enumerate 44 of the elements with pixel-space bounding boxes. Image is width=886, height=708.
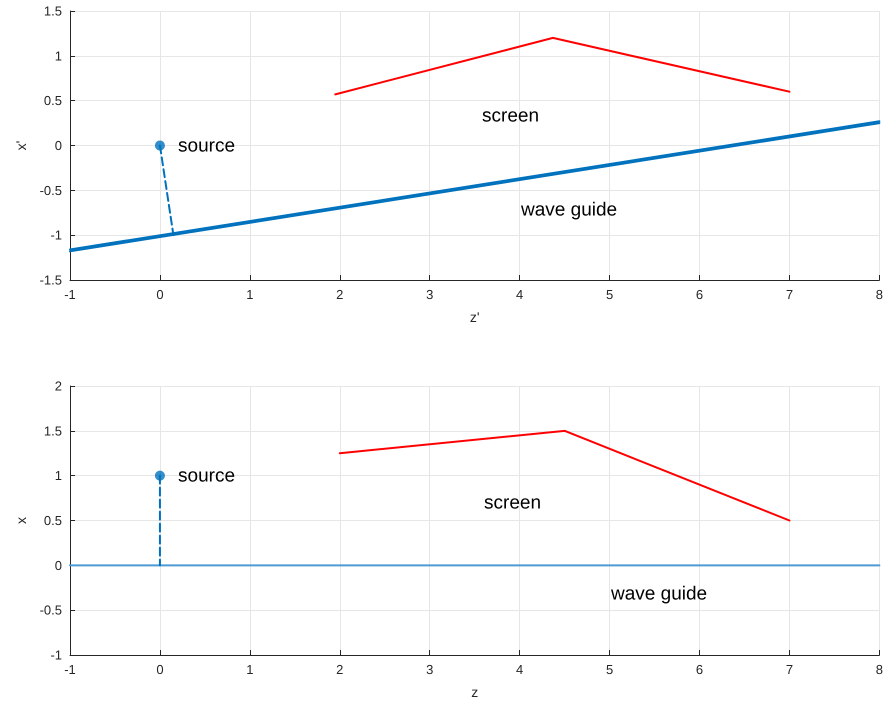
x-tick-label: 2 — [336, 662, 344, 677]
x-tick-label: 5 — [606, 287, 614, 302]
y-tick-label: 0 — [54, 558, 62, 573]
y-tick-label: 1.5 — [44, 4, 62, 18]
y-axis-title: x — [13, 517, 29, 524]
annotation: source — [178, 466, 236, 486]
x-tick-label: 1 — [246, 662, 254, 677]
x-tick-label: 2 — [336, 287, 344, 302]
annotation: screen — [484, 492, 542, 514]
x-tick-label: 8 — [876, 662, 883, 677]
x-tick-label: 7 — [786, 287, 794, 302]
annotation: wave guide — [610, 584, 708, 604]
y-tick-label: 2 — [54, 378, 62, 394]
y-tick-label: -1 — [50, 228, 62, 243]
y-tick-label: 1 — [54, 48, 62, 64]
x-tick-label: 0 — [156, 662, 164, 677]
y-tick-label: -0.5 — [40, 182, 62, 198]
x-tick-label: 6 — [696, 662, 704, 677]
annotation: screen — [482, 106, 540, 126]
y-tick-label: 1.5 — [44, 423, 62, 438]
x-tick-label: 5 — [606, 662, 614, 677]
x-tick-label: 6 — [696, 287, 704, 302]
annotation: wave guide — [520, 200, 618, 220]
x-tick-label: -1 — [64, 287, 76, 302]
y-tick-label: -1.5 — [40, 272, 62, 288]
y-tick-label: 0.5 — [44, 513, 62, 528]
x-tick-label: 3 — [426, 287, 434, 302]
y-tick-label: 1 — [54, 468, 62, 484]
annotation: source — [178, 136, 236, 156]
x-tick-label: 0 — [156, 287, 164, 302]
x-tick-label: 7 — [786, 662, 794, 677]
x-tick-label: 4 — [516, 662, 524, 677]
y-axis-title: x' — [13, 140, 29, 150]
x-tick-label: 8 — [876, 287, 883, 302]
x-tick-label: -1 — [64, 662, 76, 677]
x-axis-title: z — [471, 684, 478, 700]
y-tick-label: -0.5 — [40, 602, 62, 618]
y-tick-label: -1 — [50, 648, 62, 662]
y-tick-label: 0.5 — [44, 93, 62, 108]
x-axis-title: z' — [470, 309, 480, 325]
x-tick-label: 1 — [246, 287, 254, 302]
x-tick-label: 3 — [426, 662, 434, 677]
x-tick-label: 4 — [516, 287, 524, 302]
y-tick-label: 0 — [54, 138, 62, 153]
